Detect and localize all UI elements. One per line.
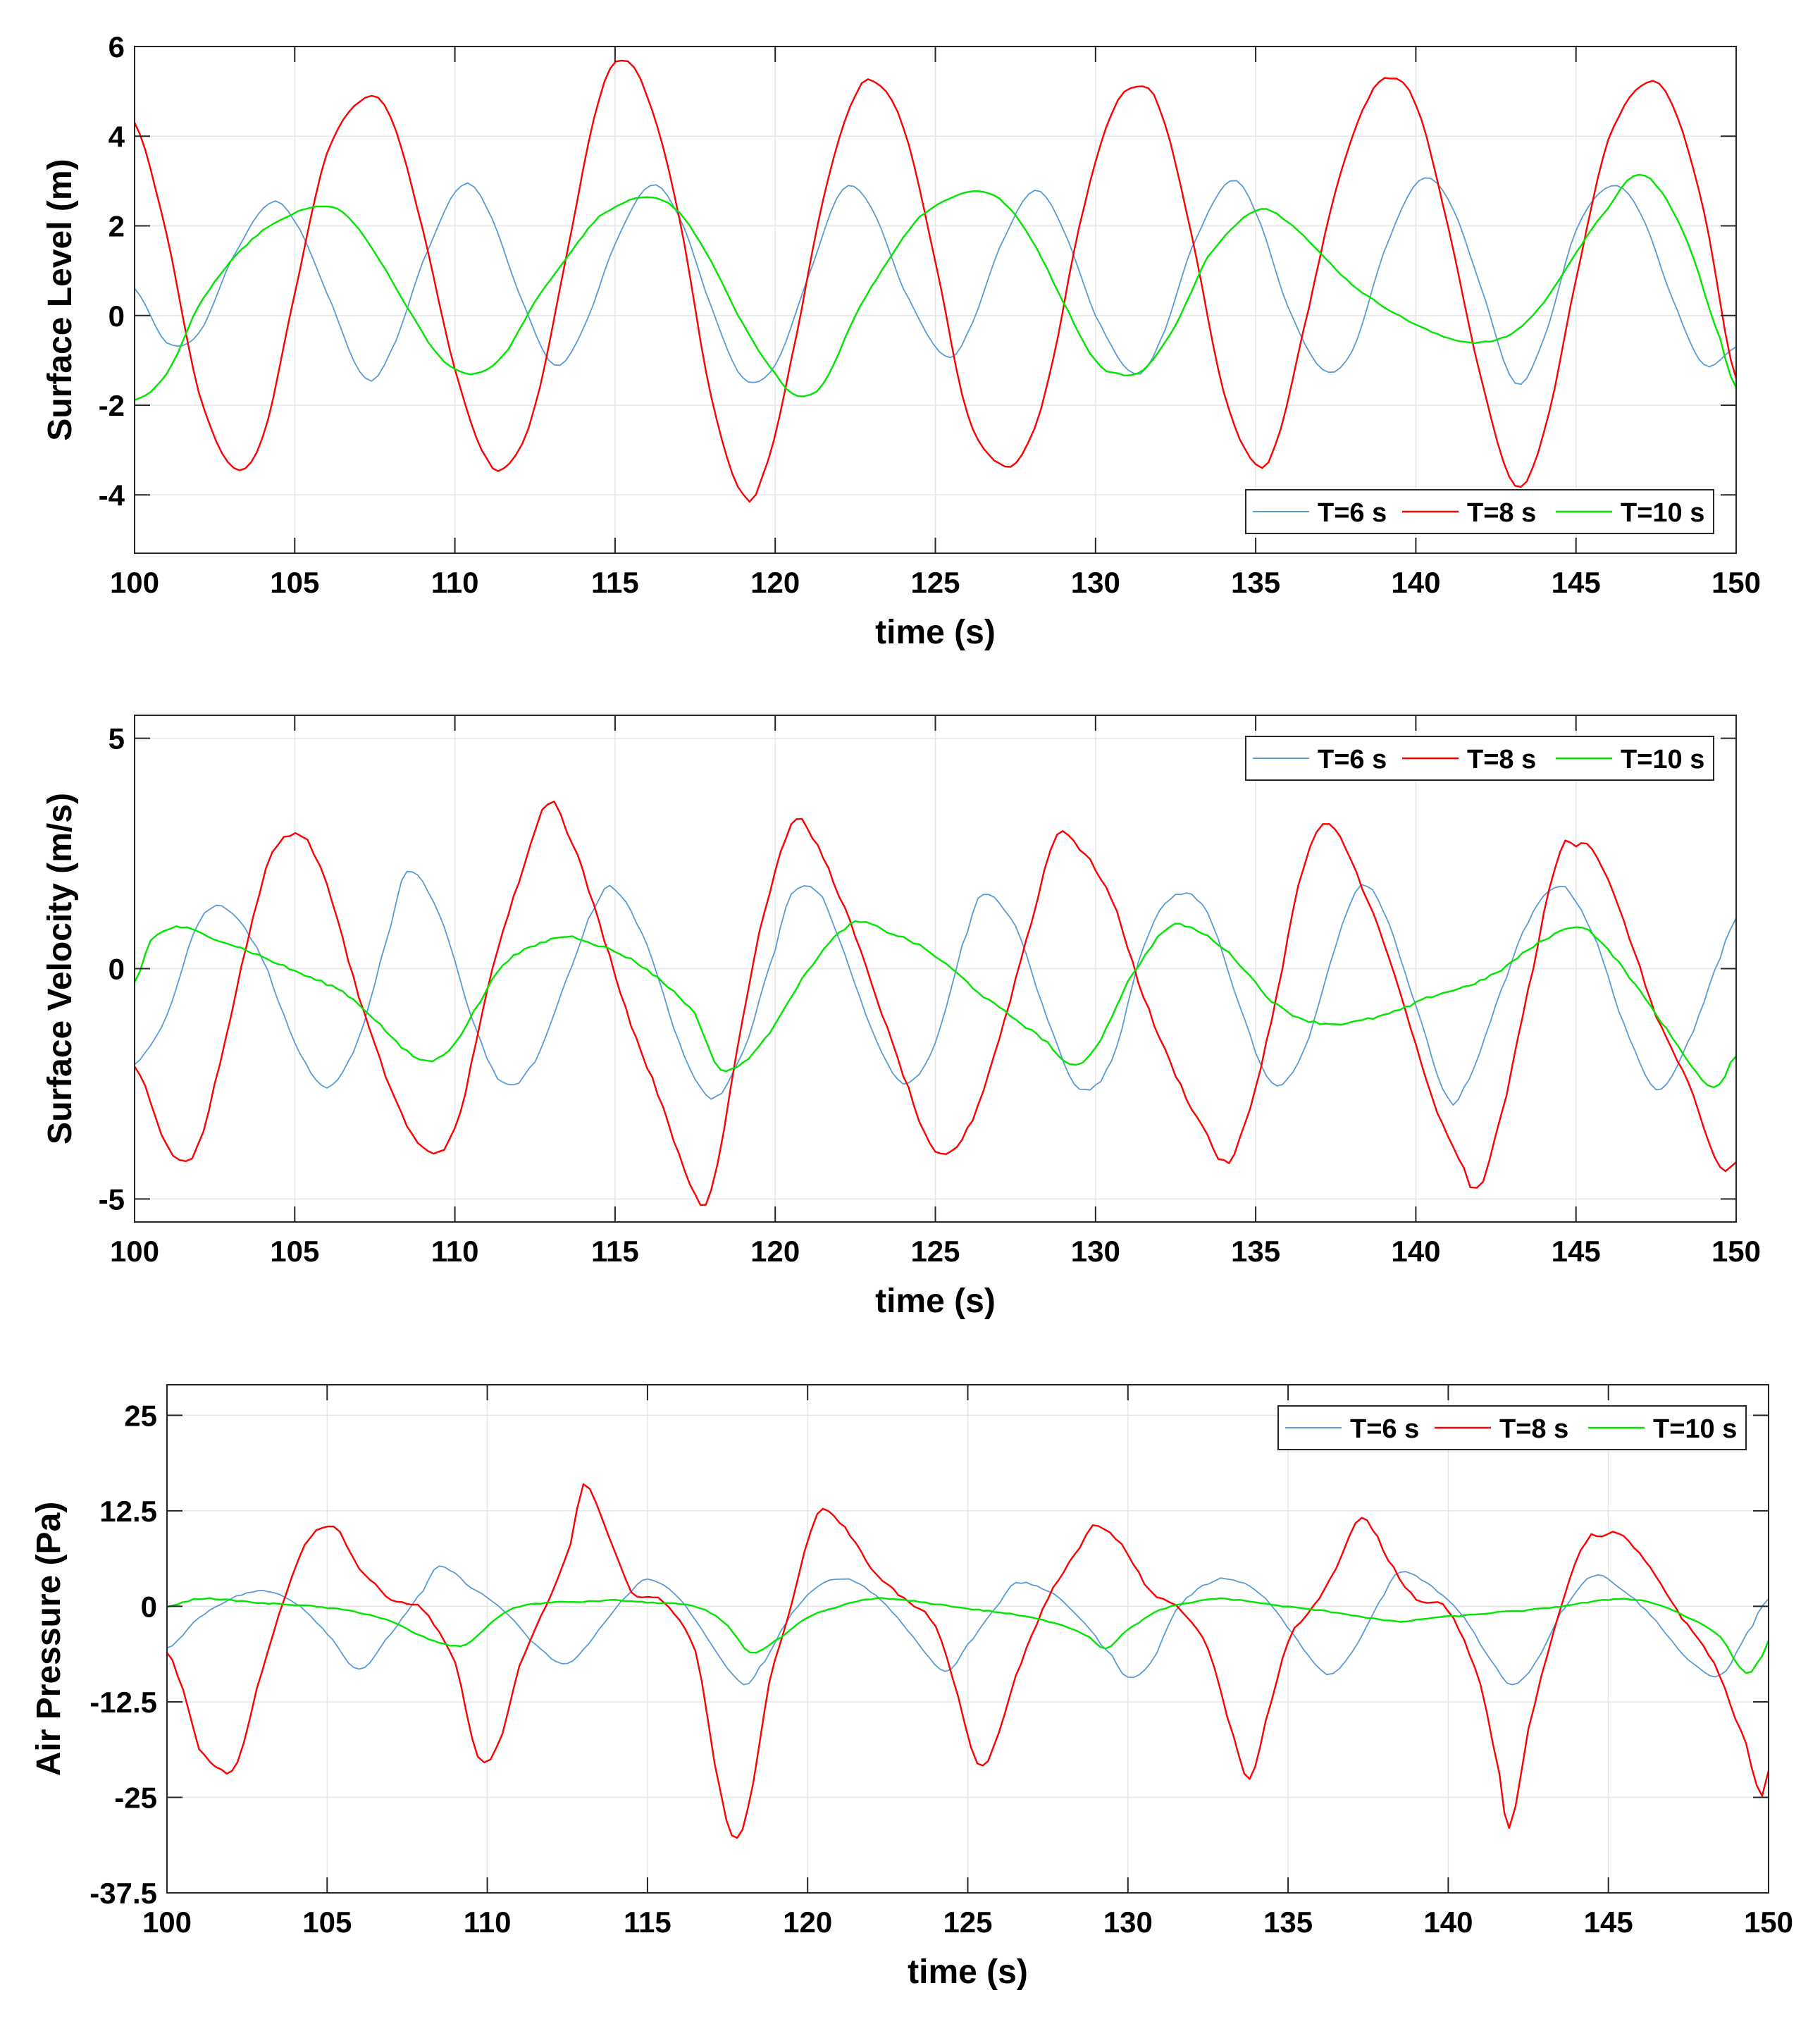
x-tick-label: 120 [750, 1235, 800, 1268]
x-tick-label: 130 [1071, 1235, 1120, 1268]
y-tick-label: -12.5 [89, 1686, 157, 1719]
y-tick-label: 12.5 [99, 1495, 157, 1528]
legend: T=6 s T=8 s T=10 s [1277, 1405, 1747, 1450]
y-tick-label: -37.5 [89, 1877, 157, 1910]
series-line-t-8-s [167, 1483, 1769, 1839]
x-tick-label: 125 [910, 566, 960, 599]
x-axis-label: time (s) [875, 1283, 996, 1320]
legend-box [1277, 1405, 1747, 1450]
y-tick-label: 0 [109, 953, 125, 986]
x-tick-label: 145 [1552, 566, 1601, 599]
x-tick-label: 145 [1552, 1235, 1601, 1268]
y-tick-label: 0 [109, 300, 125, 333]
x-tick-label: 150 [1711, 1235, 1761, 1268]
legend-label: T=8 s [1499, 1414, 1568, 1444]
chart-panel-1: 100 105 110 115 120 125 130 135 140 145 150 -4 -2 0 2 4… [42, 30, 1761, 651]
x-tick-label: 100 [142, 1906, 192, 1939]
x-tick-label: 140 [1391, 1235, 1440, 1268]
x-tick-label: 120 [783, 1906, 832, 1939]
y-tick-label: -25 [114, 1781, 157, 1814]
x-tick-label: 100 [110, 1235, 159, 1268]
y-tick-label: 4 [109, 120, 125, 153]
x-tick-label: 125 [943, 1906, 992, 1939]
x-tick-label: 130 [1071, 566, 1120, 599]
legend-label: T=10 s [1621, 498, 1704, 528]
series-line-t-6-s [135, 177, 1736, 385]
legend-label: T=8 s [1467, 745, 1536, 774]
y-tick-label: 2 [109, 210, 125, 243]
y-tick-label: 6 [109, 30, 125, 63]
series-line-t-6-s [167, 1565, 1769, 1686]
x-tick-label: 150 [1744, 1906, 1793, 1939]
x-tick-label: 145 [1584, 1906, 1633, 1939]
legend-label: T=6 s [1318, 745, 1387, 774]
x-tick-label: 140 [1391, 566, 1440, 599]
x-tick-label: 105 [270, 566, 319, 599]
x-tick-label: 135 [1231, 566, 1280, 599]
legend-label: T=6 s [1318, 498, 1387, 528]
y-axis-label: Surface Level (m) [42, 159, 79, 440]
x-tick-label: 110 [431, 566, 479, 599]
x-tick-label: 140 [1423, 1906, 1473, 1939]
y-axis-label: Surface Velocity (m/s) [42, 793, 79, 1144]
x-tick-label: 100 [110, 566, 159, 599]
chart-panel-3: 100 105 110 115 120 125 130 135 140 145 150 -37.5 -2… [30, 1384, 1793, 1991]
x-tick-label: 125 [910, 1235, 960, 1268]
y-tick-label: -2 [99, 389, 125, 422]
series-line-t-8-s [135, 801, 1736, 1206]
x-tick-label: 120 [750, 566, 800, 599]
series-line-t-10-s [135, 173, 1736, 401]
x-tick-label: 115 [591, 1235, 639, 1268]
y-tick-label: 0 [141, 1590, 157, 1623]
x-axis-label: time (s) [908, 1953, 1028, 1991]
legend-label: T=6 s [1350, 1414, 1419, 1444]
series-line-t-8-s [135, 59, 1736, 503]
chart-panel-2: 100 105 110 115 120 125 130 135 140 145 150 -5 0 5 tim… [42, 715, 1761, 1320]
y-tick-label: 25 [124, 1399, 157, 1432]
x-tick-label: 115 [624, 1906, 671, 1939]
legend-label: T=10 s [1621, 745, 1704, 774]
x-tick-label: 105 [302, 1906, 352, 1939]
legend-box [1245, 736, 1714, 781]
y-tick-label: -4 [99, 478, 125, 512]
y-axis-label: Air Pressure (Pa) [30, 1502, 68, 1777]
legend-box [1245, 489, 1714, 534]
x-tick-label: 115 [591, 566, 639, 599]
x-tick-label: 110 [431, 1235, 479, 1268]
y-tick-label: -5 [99, 1183, 125, 1216]
x-axis-label: time (s) [875, 614, 996, 651]
legend-label: T=10 s [1653, 1414, 1737, 1444]
series-line-t-10-s [167, 1597, 1769, 1674]
legend: T=6 s T=8 s T=10 s [1245, 736, 1714, 781]
y-tick-label: 5 [109, 722, 125, 755]
x-tick-label: 105 [270, 1235, 319, 1268]
series-line-t-6-s [135, 870, 1736, 1106]
x-tick-label: 135 [1231, 1235, 1280, 1268]
x-tick-label: 130 [1103, 1906, 1153, 1939]
legend-label: T=8 s [1467, 498, 1536, 528]
x-tick-label: 110 [464, 1906, 512, 1939]
x-tick-label: 135 [1263, 1906, 1313, 1939]
legend: T=6 s T=8 s T=10 s [1245, 489, 1714, 534]
x-tick-label: 150 [1711, 566, 1761, 599]
series-line-t-10-s [135, 920, 1736, 1089]
